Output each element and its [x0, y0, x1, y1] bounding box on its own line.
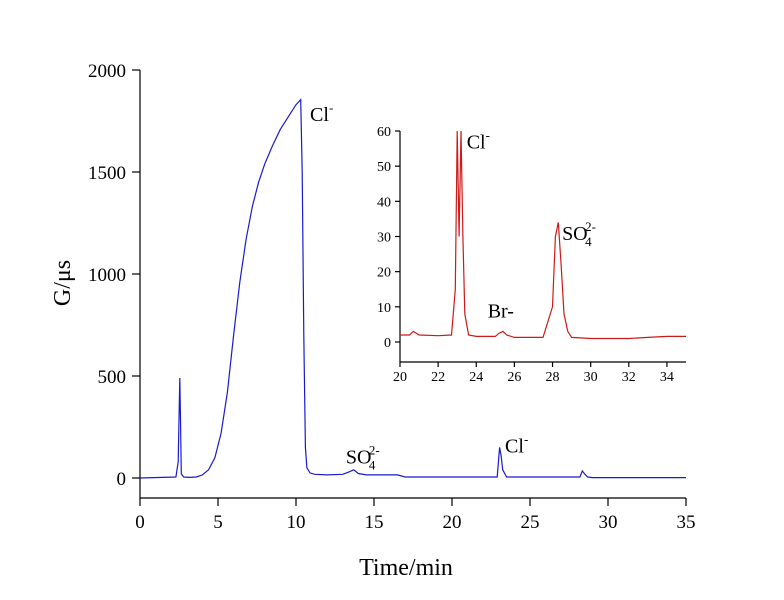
inset-x-tick-label: 34 — [660, 370, 674, 385]
inset-x-tick-label: 20 — [393, 370, 407, 385]
inset-x-tick-label: 24 — [469, 370, 483, 385]
main-x-tick-label: 35 — [677, 512, 696, 533]
inset-x-tick-label: 32 — [622, 370, 636, 385]
inset-chart: 20 22 24 26 28 30 32 34 0 10 20 30 40 50 60 Cl- Br- SO2-… — [377, 125, 686, 385]
main-peak-annotation: Cl- — [310, 100, 333, 126]
main-x-tick-label: 15 — [365, 512, 384, 533]
inset-y-tick-label: 0 — [384, 336, 391, 351]
inset-peak-annotation: Br- — [488, 300, 514, 322]
inset-y-tick-label: 50 — [377, 160, 391, 175]
main-x-tick-label: 0 — [135, 512, 145, 533]
main-y-tick-label: 500 — [98, 367, 127, 388]
main-y-tick-label: 2000 — [88, 61, 126, 82]
main-y-tick-label: 1000 — [88, 265, 126, 286]
main-y-tick-label: 1500 — [88, 163, 126, 184]
main-x-tick-label: 30 — [599, 512, 618, 533]
inset-y-tick-label: 20 — [377, 266, 391, 281]
inset-y-tick-label: 60 — [377, 125, 391, 140]
inset-x-tick-label: 22 — [431, 370, 445, 385]
inset-x-tick-label: 26 — [507, 370, 521, 385]
main-x-tick-label: 20 — [443, 512, 462, 533]
inset-y-tick-label: 40 — [377, 195, 391, 210]
main-x-tick-label: 10 — [287, 512, 306, 533]
x-axis-label: Time/min — [359, 555, 453, 581]
inset-series-line — [400, 130, 686, 340]
main-y-tick-label: 0 — [117, 469, 127, 490]
main-peak-annotation: SO2-4 — [346, 443, 380, 473]
inset-y-tick-label: 30 — [377, 231, 391, 246]
y-axis-label: G/μs — [50, 260, 76, 306]
main-series-line — [139, 98, 686, 479]
inset-peak-annotation: SO2-4 — [562, 219, 596, 249]
main-peak-annotation: Cl- — [505, 432, 528, 458]
main-x-tick-label: 25 — [521, 512, 540, 533]
inset-y-tick-label: 10 — [377, 301, 391, 316]
inset-peak-annotation: Cl- — [467, 128, 490, 154]
inset-x-tick-label: 28 — [546, 370, 560, 385]
main-x-tick-label: 5 — [213, 512, 223, 533]
inset-x-tick-label: 30 — [584, 370, 598, 385]
